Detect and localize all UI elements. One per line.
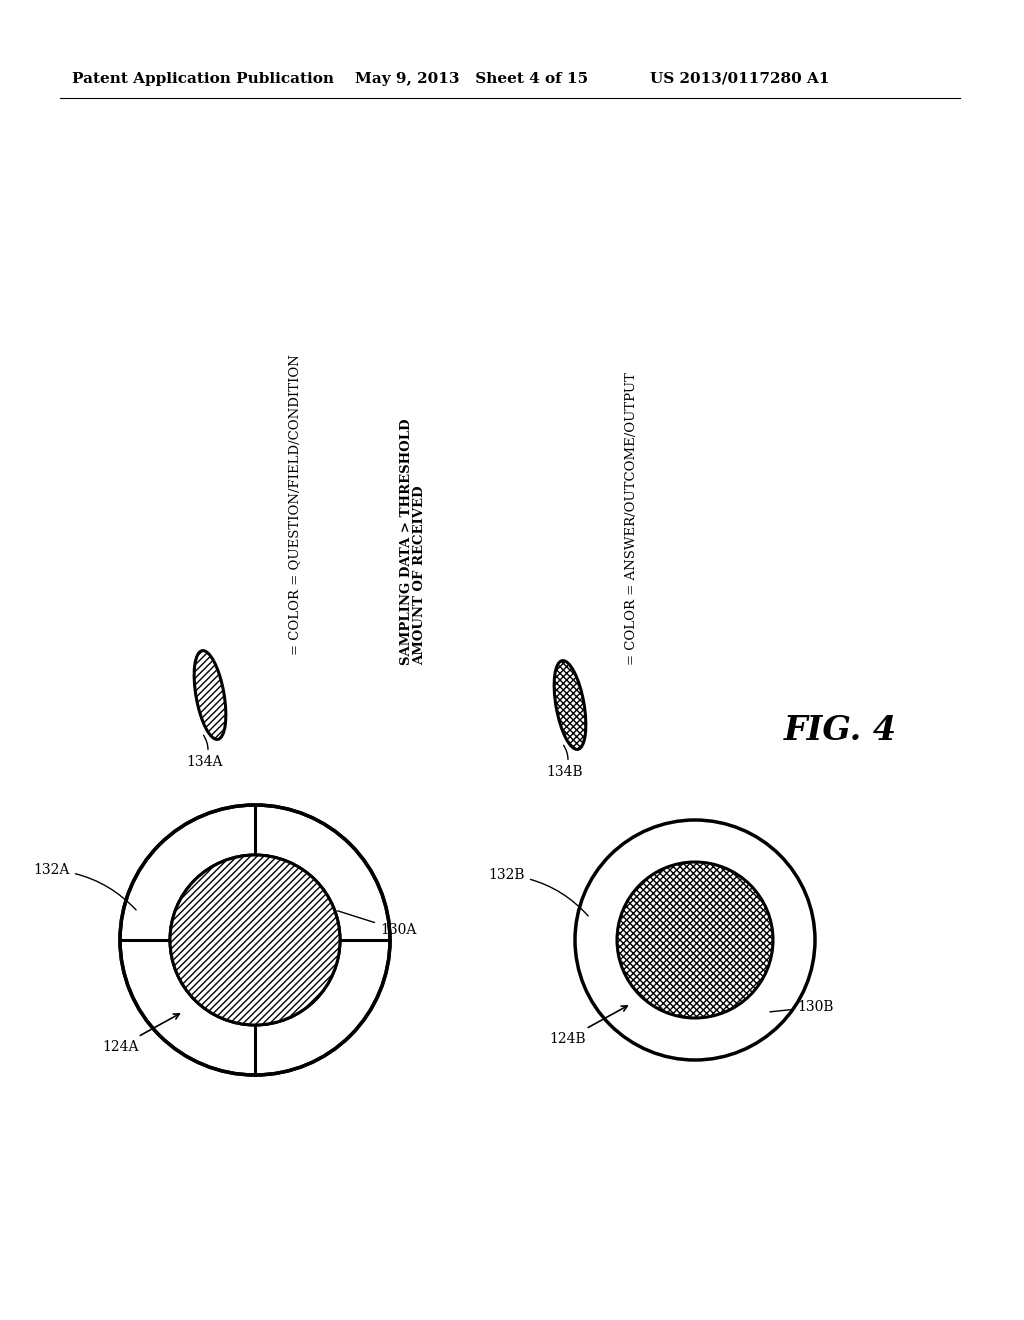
Text: SAMPLING DATA > THRESHOLD: SAMPLING DATA > THRESHOLD <box>400 418 414 665</box>
Text: = COLOR = ANSWER/OUTCOME/OUTPUT: = COLOR = ANSWER/OUTCOME/OUTPUT <box>626 372 639 665</box>
Circle shape <box>120 805 390 1074</box>
Text: 124B: 124B <box>550 1006 628 1045</box>
Circle shape <box>575 820 815 1060</box>
Text: 132A: 132A <box>34 863 136 909</box>
Text: AMOUNT OF RECEIVED: AMOUNT OF RECEIVED <box>414 486 427 665</box>
Text: FIG. 4: FIG. 4 <box>783 714 897 747</box>
Text: Patent Application Publication: Patent Application Publication <box>72 73 334 86</box>
Ellipse shape <box>195 651 226 739</box>
Text: 132B: 132B <box>488 869 588 916</box>
Text: US 2013/0117280 A1: US 2013/0117280 A1 <box>650 73 829 86</box>
Text: = COLOR = QUESTION/FIELD/CONDITION: = COLOR = QUESTION/FIELD/CONDITION <box>289 354 301 655</box>
Text: 134A: 134A <box>186 735 223 770</box>
Circle shape <box>170 855 340 1026</box>
Text: 130A: 130A <box>338 911 417 937</box>
Circle shape <box>617 862 773 1018</box>
Ellipse shape <box>554 660 586 750</box>
Text: 134B: 134B <box>547 746 584 779</box>
Circle shape <box>170 855 340 1026</box>
Text: 124A: 124A <box>102 1014 179 1053</box>
Text: 130B: 130B <box>770 1001 834 1014</box>
Text: May 9, 2013   Sheet 4 of 15: May 9, 2013 Sheet 4 of 15 <box>355 73 588 86</box>
